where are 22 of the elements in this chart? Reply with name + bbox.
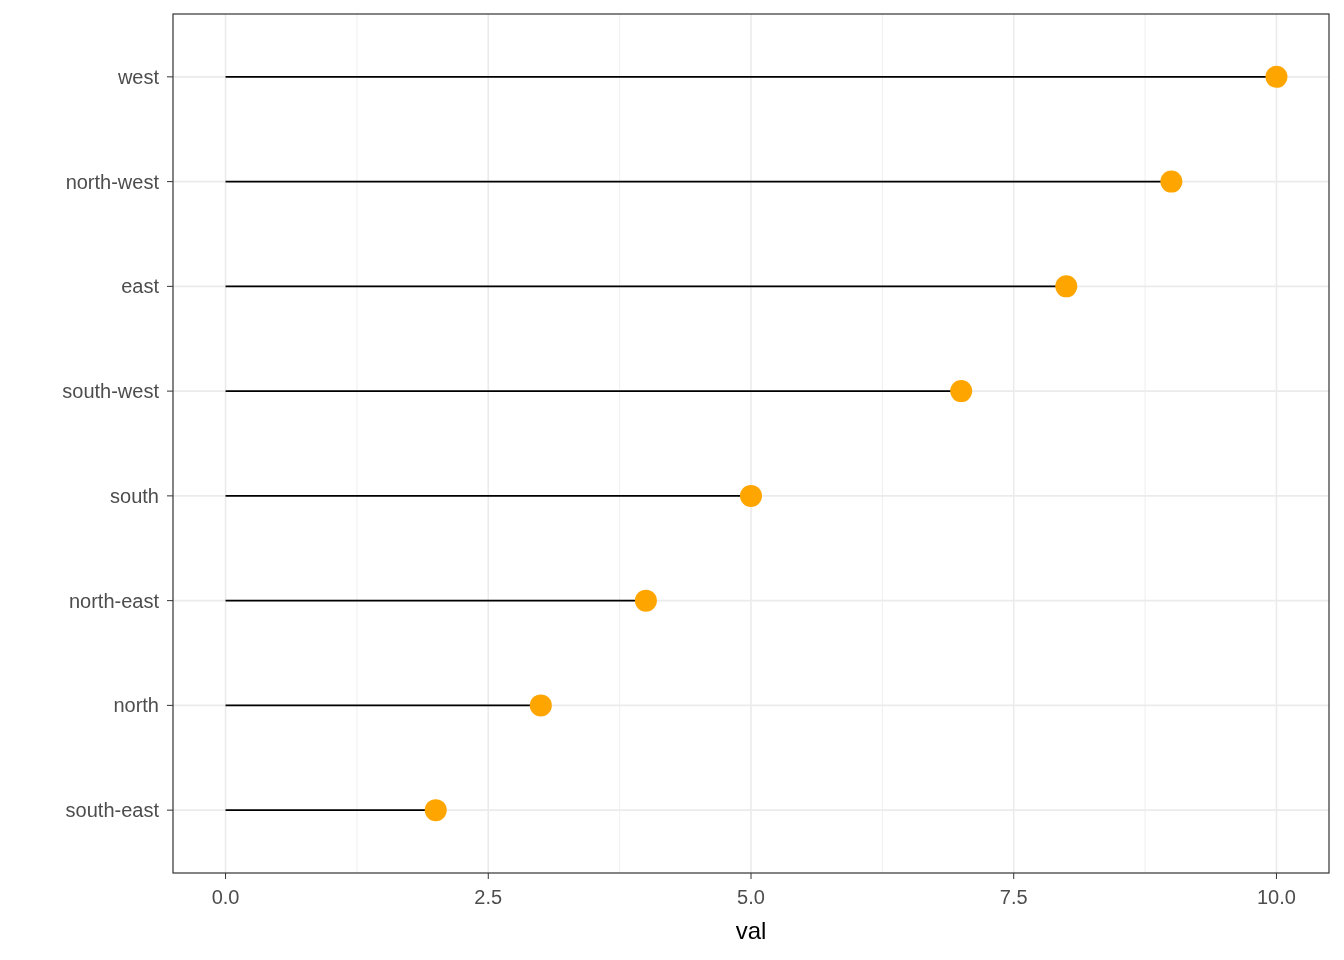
- y-tick-label: north-west: [65, 170, 160, 193]
- point: [529, 694, 552, 717]
- point: [740, 484, 762, 507]
- y-tick-label: east: [121, 275, 160, 298]
- y-tick-label: north: [113, 694, 159, 717]
- point: [634, 589, 657, 612]
- y-tick-label: north-east: [68, 589, 160, 612]
- x-axis-title: val: [735, 917, 767, 944]
- y-tick-label: south-west: [62, 380, 160, 403]
- x-tick-label: 10.0: [1256, 886, 1296, 908]
- x-tick-label: 0.0: [211, 886, 240, 908]
- x-tick-label: 7.5: [999, 886, 1028, 908]
- point: [1265, 65, 1288, 88]
- y-tick-label: south-east: [65, 799, 160, 822]
- point: [1055, 275, 1078, 298]
- point: [950, 380, 973, 403]
- x-tick-label: 5.0: [737, 886, 765, 908]
- x-tick-label: 2.5: [474, 886, 503, 908]
- point: [1160, 170, 1183, 193]
- y-tick-label: west: [116, 65, 160, 88]
- y-tick-label: south: [110, 484, 159, 507]
- point: [424, 799, 447, 822]
